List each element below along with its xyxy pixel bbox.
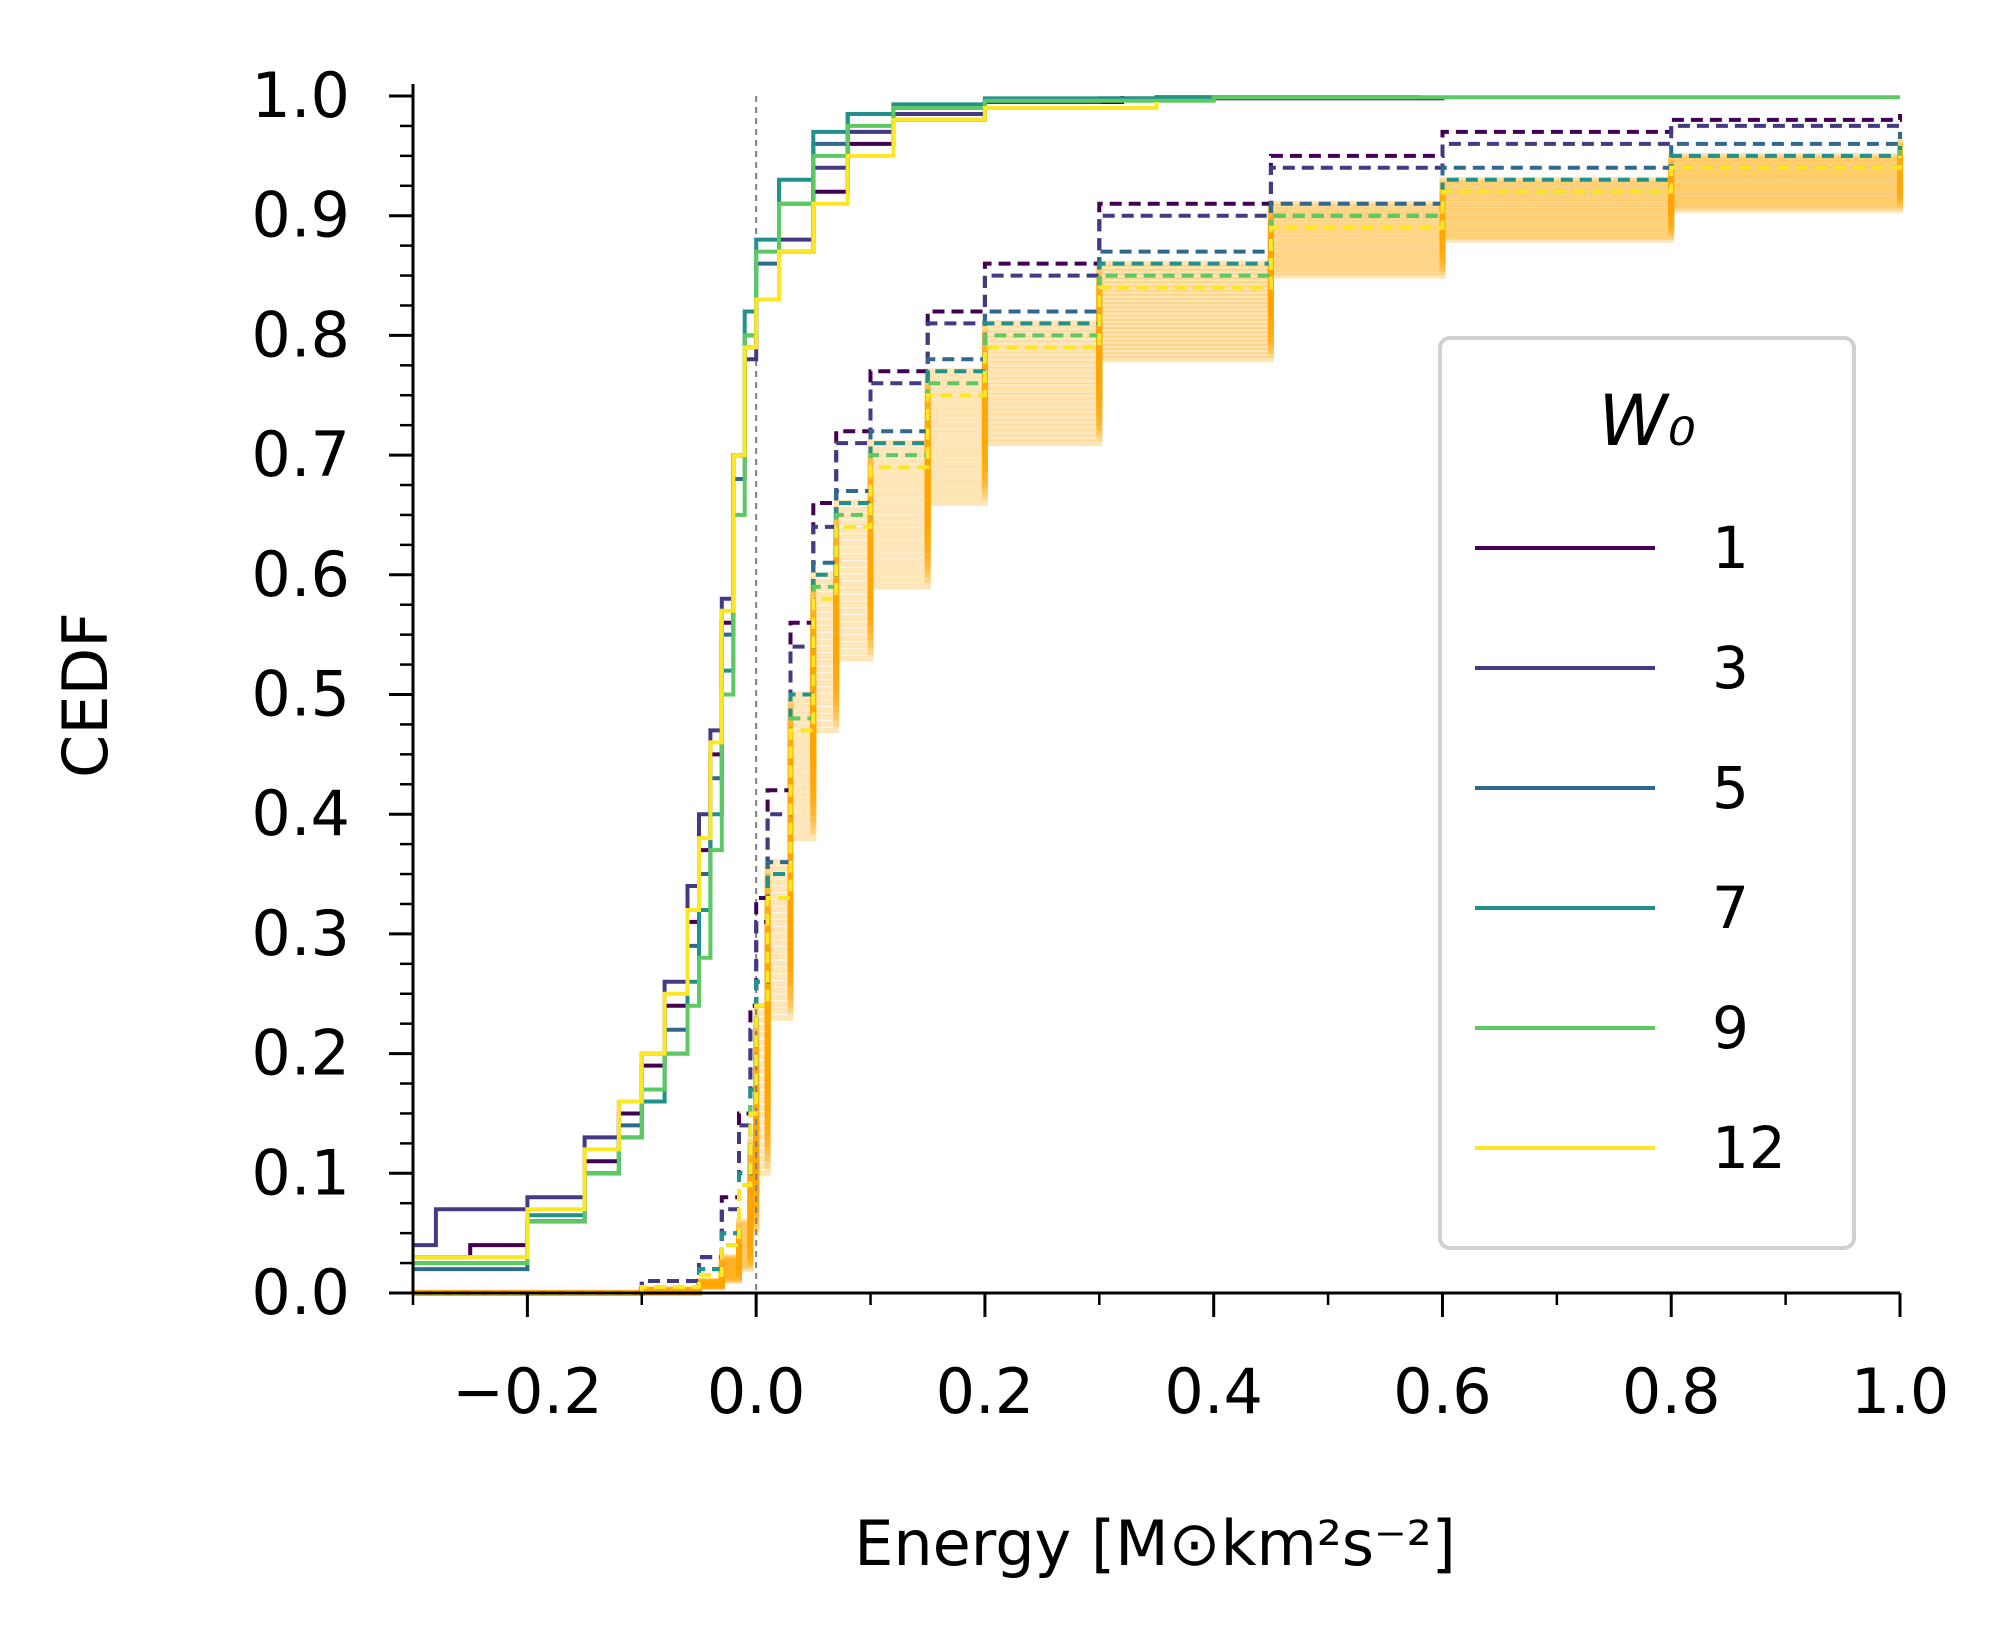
solid-series-group: [413, 95, 1900, 1272]
dashed-series-group: [413, 114, 1902, 1295]
y-axis-ticks: 0.0 0.1 0.2 0.3 0.4 0.5 0.6 0.7 0.8 0.9 1.0: [251, 59, 413, 1329]
legend: W₀ 1 3 5 7 9 12: [1438, 336, 1856, 1250]
y-tick-label: 0.7: [251, 418, 350, 491]
x-tick-label: 0.0: [707, 1355, 806, 1428]
y-tick-label: 0.1: [251, 1136, 350, 1209]
series-line-w0-12-dashed: [413, 155, 1902, 1295]
series-line-w0-12-solid: [413, 102, 1159, 1260]
y-tick-label: 0.0: [251, 1256, 350, 1329]
series-line-w0-9-dashed: [413, 149, 1902, 1295]
y-axis-label: CEDF: [49, 612, 122, 778]
y-tick-label: 0.5: [251, 658, 350, 731]
legend-label: 7: [1712, 874, 1749, 942]
y-tick-label: 0.9: [251, 179, 350, 252]
series-line-w0-3-dashed: [413, 119, 1902, 1295]
x-tick-label: 0.2: [936, 1355, 1035, 1428]
x-tick-label: 1.0: [1851, 1355, 1950, 1428]
series-line-w0-7-dashed: [413, 143, 1902, 1295]
x-tick-label: −0.2: [452, 1355, 603, 1428]
y-tick-label: 1.0: [251, 59, 350, 132]
x-tick-label: 0.4: [1164, 1355, 1263, 1428]
legend-frame: [1438, 336, 1856, 1250]
y-tick-label: 0.3: [251, 897, 350, 970]
y-tick-label: 0.8: [251, 298, 350, 371]
legend-label: 3: [1712, 634, 1749, 702]
x-axis-ticks: −0.2 0.0 0.2 0.4 0.6 0.8 1.0: [411, 1293, 1950, 1428]
y-tick-label: 0.4: [251, 777, 350, 850]
legend-label: 1: [1712, 514, 1749, 582]
y-tick-label: 0.6: [251, 538, 350, 611]
x-tick-label: 0.8: [1622, 1355, 1721, 1428]
legend-label: 12: [1712, 1114, 1786, 1182]
legend-label: 9: [1712, 994, 1749, 1062]
series-line-w0-1-dashed: [413, 114, 1902, 1295]
x-axis-label: Energy [M⊙km²s⁻²]: [854, 1507, 1456, 1580]
series-line-w0-9-solid: [413, 95, 1900, 1266]
band-curve: [413, 144, 1903, 1296]
y-tick-label: 0.2: [251, 1017, 350, 1090]
legend-label: 5: [1712, 754, 1749, 822]
legend-entries: 1 3 5 7 9 12: [1475, 514, 1786, 1182]
x-tick-label: 0.6: [1393, 1355, 1492, 1428]
legend-title: W₀: [1598, 380, 1695, 462]
band-curve: [413, 191, 1903, 1296]
